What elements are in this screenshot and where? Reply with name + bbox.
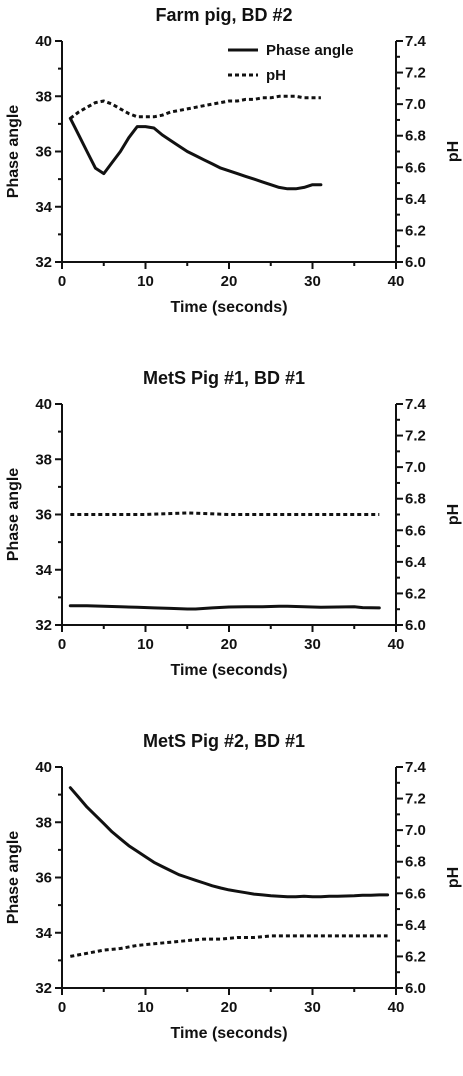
y-axis-label-right: pH xyxy=(445,504,462,525)
y2-tick-label: 6.6 xyxy=(405,885,426,902)
y-tick-label: 40 xyxy=(35,33,52,50)
y2-tick-label: 6.2 xyxy=(405,585,426,602)
x-axis-label: Time (seconds) xyxy=(170,1025,287,1042)
y-axis-label-left: Phase angle xyxy=(5,468,22,561)
y-tick-label: 36 xyxy=(35,507,52,524)
series-line-ph xyxy=(69,94,321,120)
x-tick-label: 40 xyxy=(388,273,405,290)
chart-title: Farm pig, BD #2 xyxy=(155,5,292,25)
y2-tick-label: 7.4 xyxy=(405,396,427,413)
x-tick-label: 20 xyxy=(221,636,238,653)
y2-tick-label: 7.4 xyxy=(405,759,427,776)
y2-tick-label: 6.0 xyxy=(405,254,426,271)
y-axis-label-right: pH xyxy=(445,141,462,162)
y-tick-label: 38 xyxy=(35,814,52,831)
x-tick-label: 30 xyxy=(304,273,321,290)
y-tick-label: 34 xyxy=(35,925,52,942)
y2-tick-label: 7.2 xyxy=(405,791,426,808)
y2-tick-label: 6.8 xyxy=(405,854,426,871)
legend-label: pH xyxy=(266,67,286,84)
y-axis-label-right: pH xyxy=(445,867,462,888)
x-axis-label: Time (seconds) xyxy=(170,662,287,679)
chart-title: MetS Pig #2, BD #1 xyxy=(143,731,305,751)
x-tick-label: 0 xyxy=(58,273,66,290)
y2-tick-label: 7.2 xyxy=(405,428,426,445)
chart-title: MetS Pig #1, BD #1 xyxy=(143,368,305,388)
chart-panel-3: MetS Pig #2, BD #10 10 20 30 4032343638406.0… xyxy=(5,731,462,1042)
y-tick-label: 34 xyxy=(35,562,52,579)
x-tick-label: 10 xyxy=(137,999,154,1016)
x-tick-label: 20 xyxy=(221,999,238,1016)
x-tick-label: 10 xyxy=(137,636,154,653)
y2-tick-label: 7.4 xyxy=(405,33,427,50)
y-tick-label: 38 xyxy=(35,451,52,468)
y-tick-label: 36 xyxy=(35,870,52,887)
legend-label: Phase angle xyxy=(266,42,354,59)
series-line-ph xyxy=(70,934,388,958)
chart-panel-2: MetS Pig #1, BD #10 10 20 30 4032343638406.0… xyxy=(5,368,462,679)
y2-tick-label: 7.0 xyxy=(405,822,426,839)
y-tick-label: 40 xyxy=(35,759,52,776)
y-tick-label: 32 xyxy=(35,617,52,634)
y2-tick-label: 6.4 xyxy=(405,917,427,934)
y-tick-label: 38 xyxy=(35,88,52,105)
x-tick-label: 30 xyxy=(304,636,321,653)
y2-tick-label: 6.2 xyxy=(405,222,426,239)
y2-tick-label: 7.0 xyxy=(405,96,426,113)
y-tick-label: 32 xyxy=(35,980,52,997)
y2-tick-label: 6.4 xyxy=(405,554,427,571)
y2-tick-label: 6.6 xyxy=(405,522,426,539)
x-tick-label: 0 xyxy=(58,636,66,653)
y2-tick-label: 7.0 xyxy=(405,459,426,476)
x-tick-label: 40 xyxy=(388,999,405,1016)
x-axis-label: Time (seconds) xyxy=(170,299,287,316)
y2-tick-label: 6.8 xyxy=(405,491,426,508)
figure: { "chart_data": [ { "type": "line", "tit… xyxy=(5,5,462,1042)
x-tick-label: 40 xyxy=(388,636,405,653)
x-tick-label: 0 xyxy=(58,999,66,1016)
y2-tick-label: 6.0 xyxy=(405,980,426,997)
series-line-phase-angle xyxy=(68,604,381,611)
series-line-phase-angle xyxy=(68,116,323,191)
y-axis-label-left: Phase angle xyxy=(5,105,22,198)
x-tick-label: 20 xyxy=(221,273,238,290)
series-line-phase-angle xyxy=(68,786,390,899)
y2-tick-label: 6.0 xyxy=(405,617,426,634)
y-tick-label: 32 xyxy=(35,254,52,271)
y-tick-label: 40 xyxy=(35,396,52,413)
y2-tick-label: 7.2 xyxy=(405,65,426,82)
y2-tick-label: 6.4 xyxy=(405,191,427,208)
y-tick-label: 36 xyxy=(35,144,52,161)
y2-tick-label: 6.8 xyxy=(405,128,426,145)
x-tick-label: 10 xyxy=(137,273,154,290)
chart-panel-1: Farm pig, BD #20 10 20 30 4032343638406.06.2… xyxy=(5,5,462,316)
y2-tick-label: 6.6 xyxy=(405,159,426,176)
series-line-ph xyxy=(70,511,380,516)
y-axis-label-left: Phase angle xyxy=(5,831,22,924)
y2-tick-label: 6.2 xyxy=(405,948,426,965)
y-tick-label: 34 xyxy=(35,199,52,216)
x-tick-label: 30 xyxy=(304,999,321,1016)
